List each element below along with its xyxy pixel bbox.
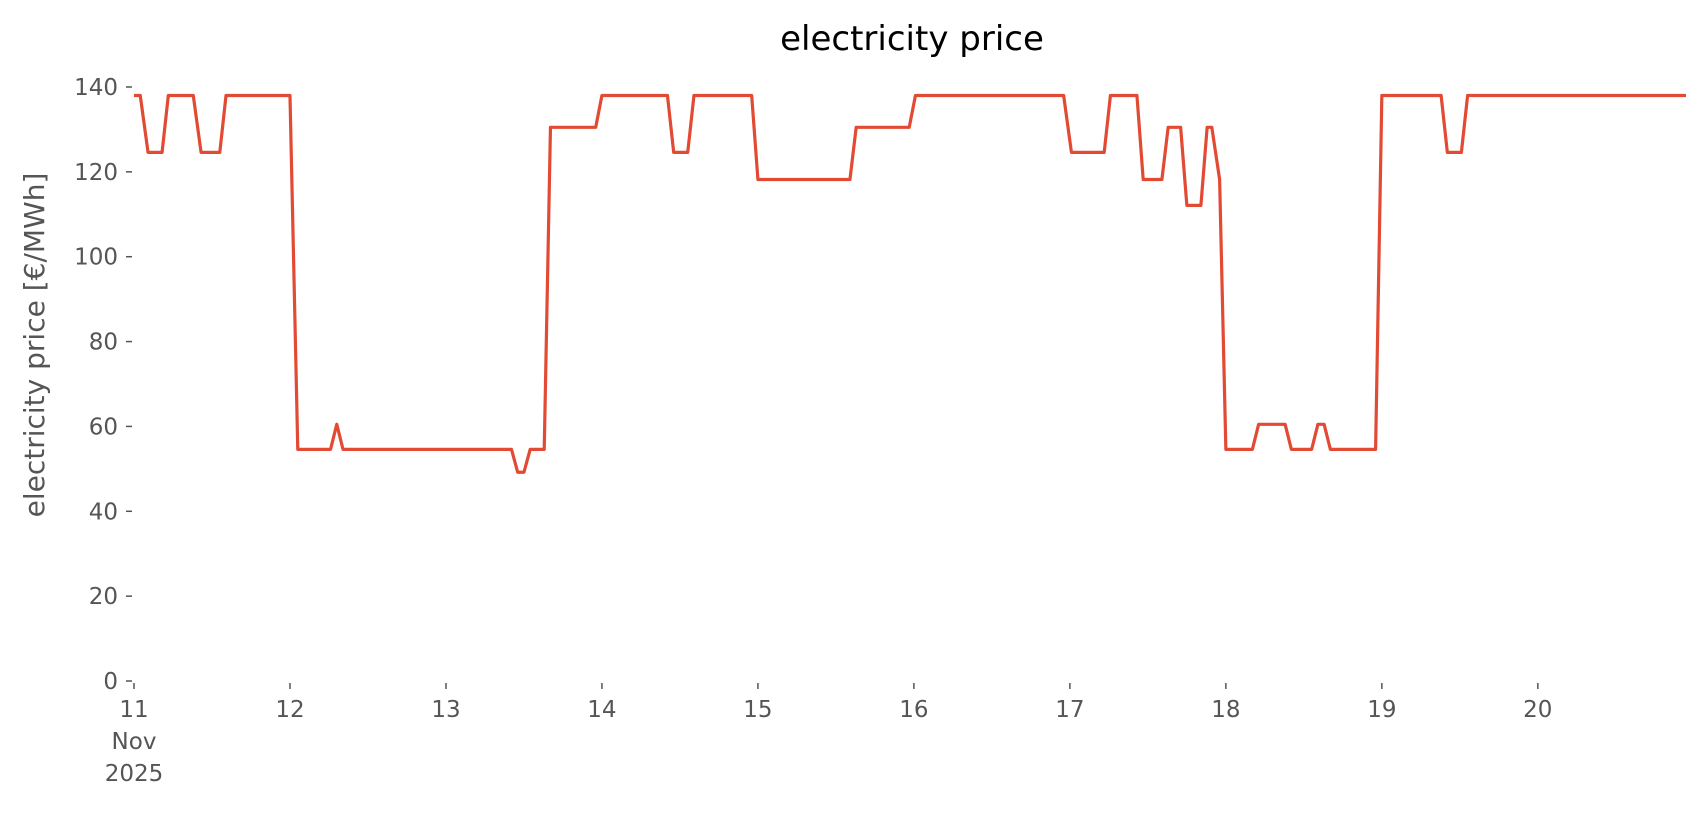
- x-tick-label: 13: [431, 697, 460, 723]
- y-tick-label: 20: [89, 584, 118, 610]
- x-tick-label: 15: [743, 697, 772, 723]
- y-tick-label: 100: [74, 245, 118, 271]
- x-tick-label: 14: [587, 697, 616, 723]
- x-tick-label: 17: [1055, 697, 1084, 723]
- x-tick-label: 20: [1523, 697, 1552, 723]
- y-tick-label: 80: [89, 330, 118, 356]
- y-tick-label: 60: [89, 414, 118, 440]
- price-line: [134, 93, 1686, 474]
- x-tick-label: 12: [275, 697, 304, 723]
- x-tick-label: 16: [899, 697, 928, 723]
- x-tick-label: 19: [1367, 697, 1396, 723]
- x-tick-label: 18: [1211, 697, 1240, 723]
- y-tick-label: 120: [74, 160, 118, 186]
- x-tick-label: 11 Nov 2025: [105, 697, 164, 787]
- y-tick-label: 0: [103, 669, 118, 695]
- y-tick-label: 140: [74, 75, 118, 101]
- y-axis-label: electricity price [€/MWh]: [18, 173, 51, 518]
- chart-title: electricity price: [780, 19, 1044, 59]
- y-tick-label: 40: [89, 499, 118, 525]
